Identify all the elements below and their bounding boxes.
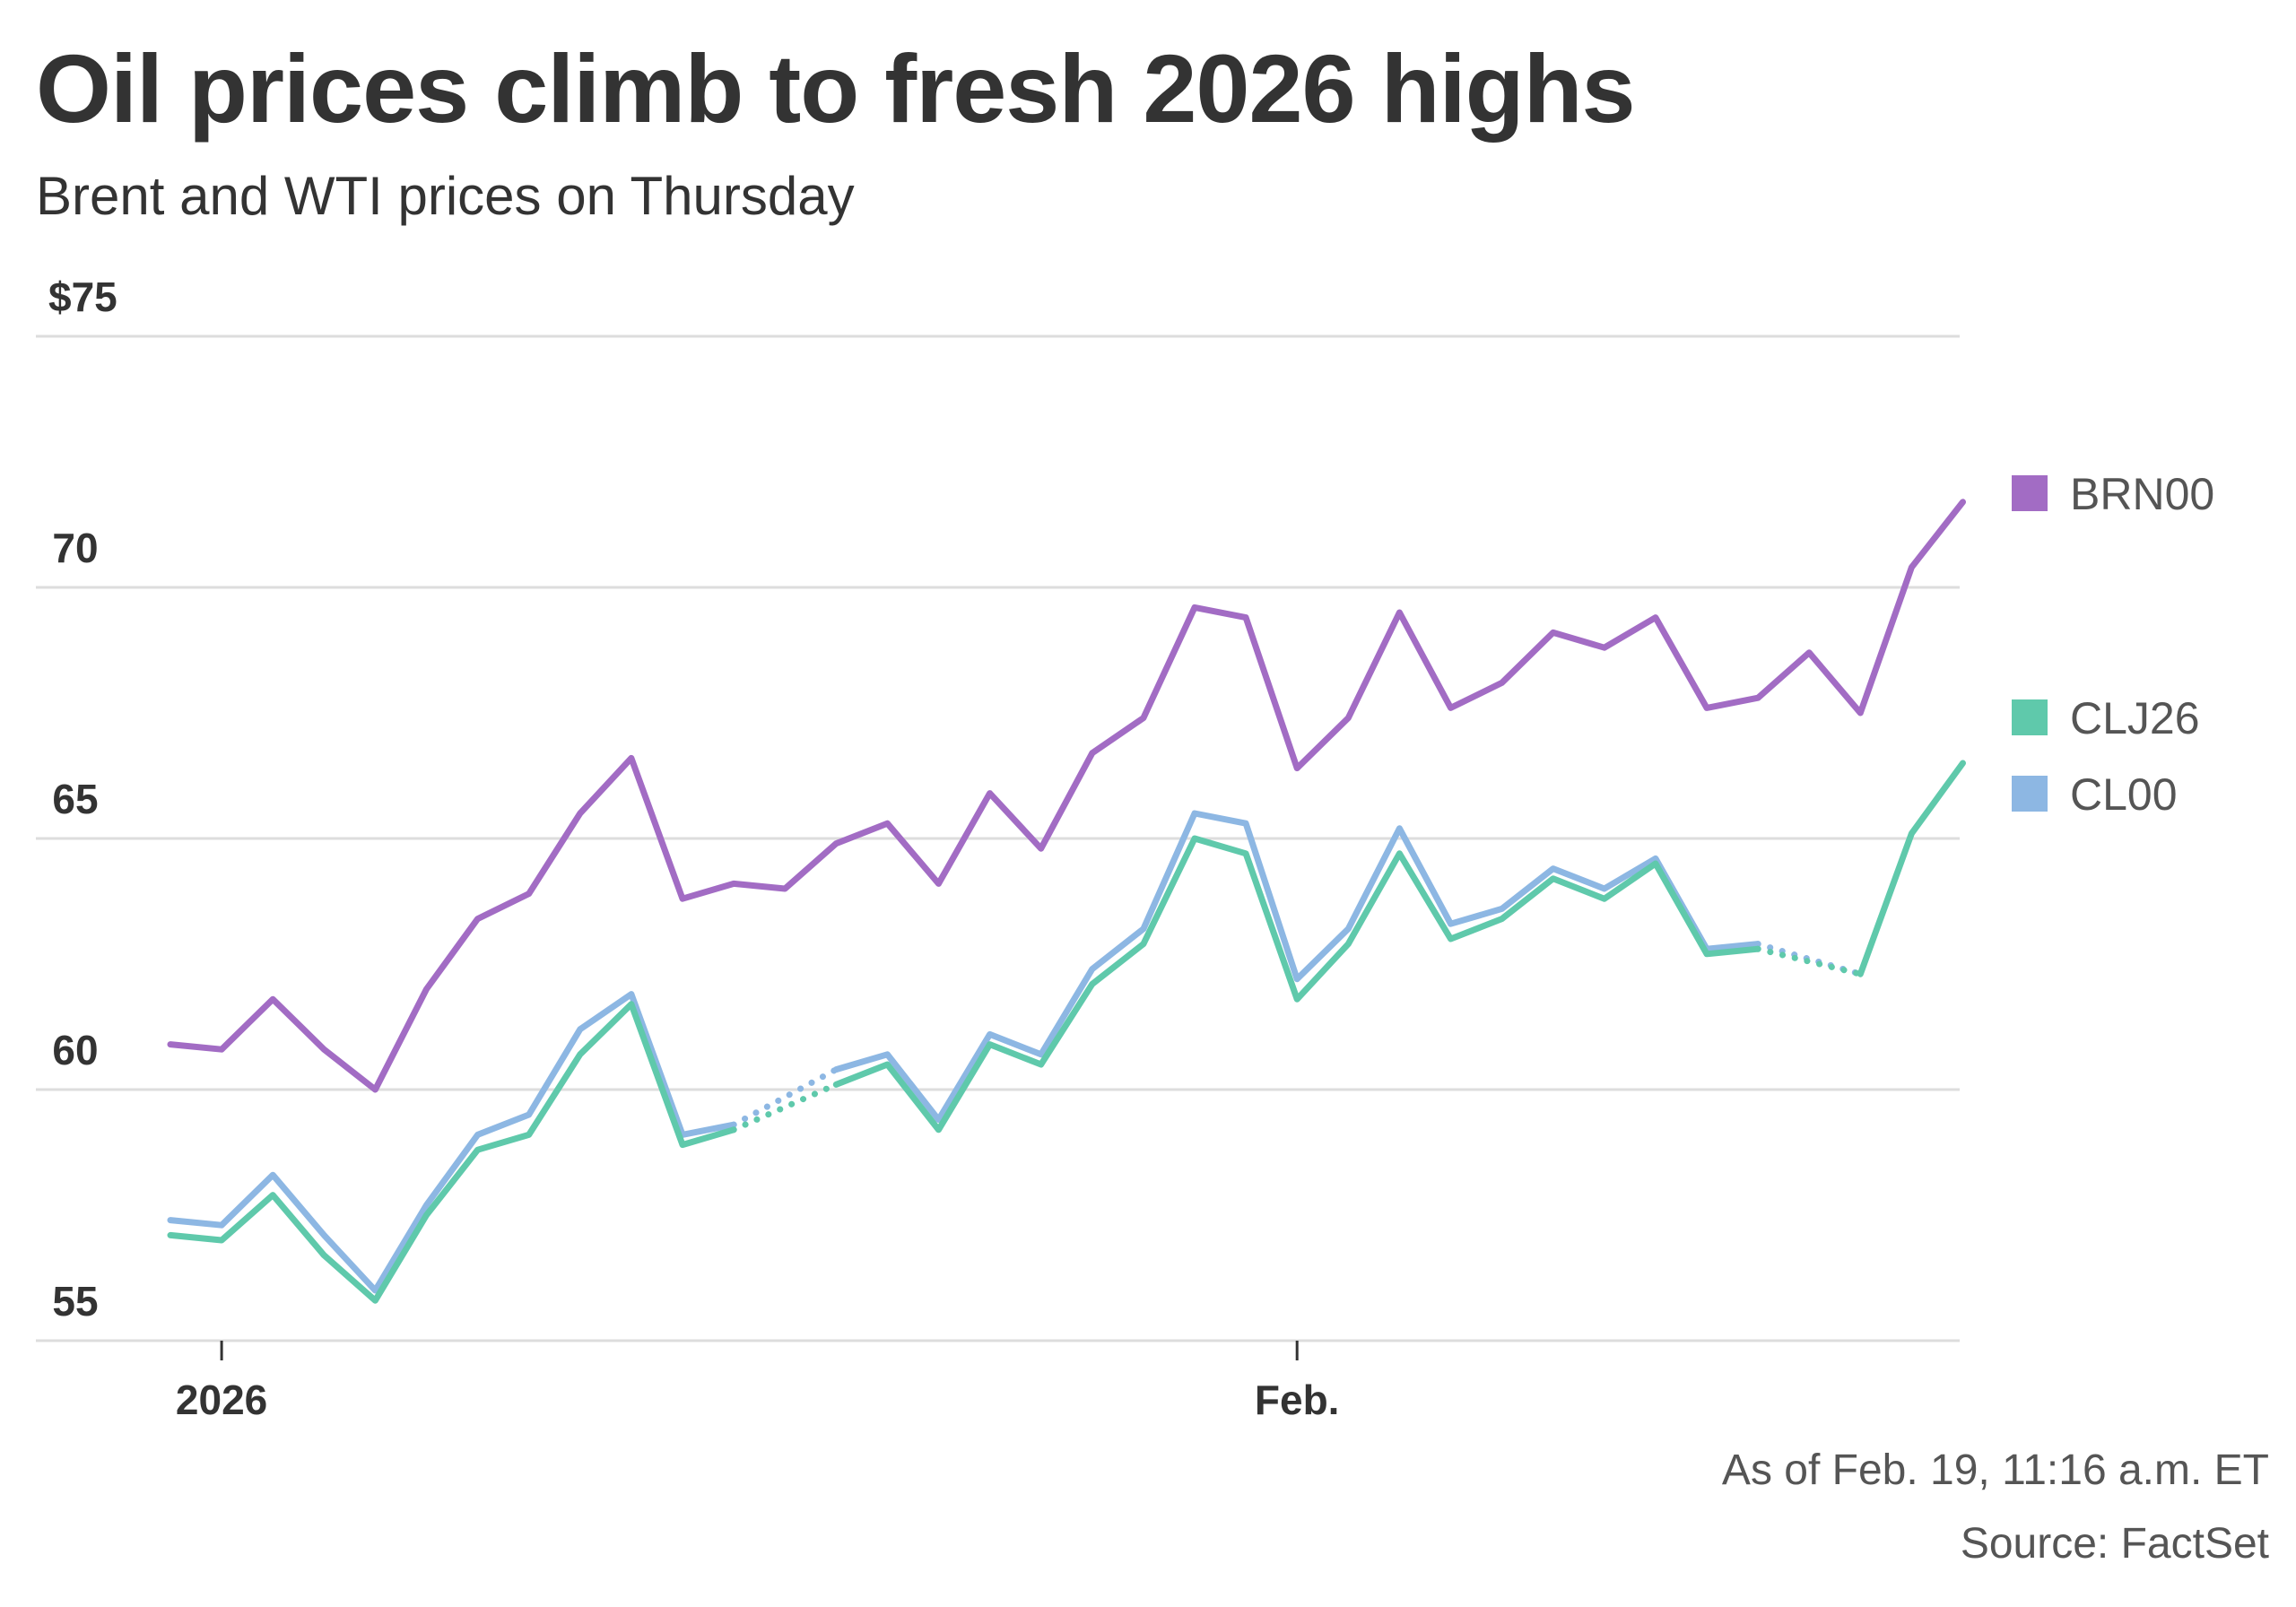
series-lines (167, 499, 1966, 1304)
legend-label-brn00: BRN00 (2070, 469, 2214, 519)
page-title: Oil prices climb to fresh 2026 highs (36, 34, 1636, 143)
x-tick-label: 2026 (176, 1377, 267, 1423)
legend: BRN00 CLJ26 CL00 (2012, 469, 2214, 820)
y-tick-label: 55 (52, 1278, 98, 1325)
legend-swatch-brn00 (2012, 475, 2048, 511)
series-line-clj26 (167, 1001, 737, 1304)
gridlines: $75 70 65 60 55 (36, 274, 1960, 1342)
series-line-brn00 (167, 499, 1966, 1093)
page-subtitle: Brent and WTI prices on Thursday (36, 166, 855, 226)
x-tick-label: Feb. (1255, 1377, 1340, 1423)
legend-swatch-clj26 (2012, 699, 2048, 735)
series-line-cl00 (832, 810, 1761, 1124)
series-gap-cl00 (730, 1066, 839, 1128)
y-tick-label: 60 (52, 1027, 98, 1073)
y-tick-label: $75 (48, 274, 117, 320)
y-tick-label: 65 (52, 776, 98, 822)
x-axis: 2026 Feb. (176, 1341, 1340, 1423)
series-clj26 (167, 760, 1966, 1304)
series-gap-clj26 (730, 1081, 839, 1134)
y-tick-label: 70 (52, 525, 98, 571)
as-of-note: As of Feb. 19, 11:16 a.m. ET (1721, 1446, 2269, 1494)
legend-swatch-cl00 (2012, 776, 2048, 812)
legend-label-cl00: CL00 (2070, 769, 2178, 820)
series-line-clj26 (1857, 760, 1966, 977)
series-gap-clj26 (1754, 945, 1864, 977)
series-line-clj26 (832, 835, 1761, 1134)
series-line-cl00 (167, 991, 737, 1294)
series-brn00 (167, 499, 1966, 1093)
source-note: Source: FactSet (1960, 1520, 2269, 1568)
legend-label-clj26: CLJ26 (2070, 693, 2200, 743)
